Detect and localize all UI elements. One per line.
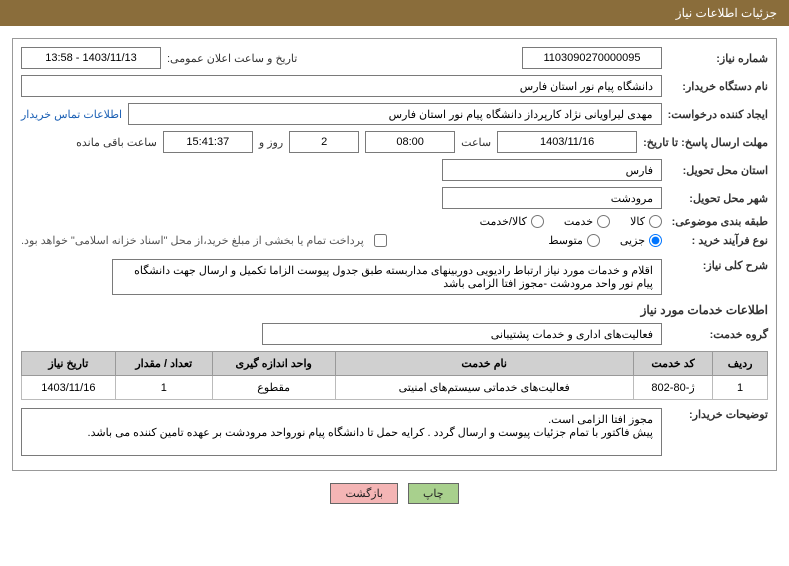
general-desc-field[interactable]	[112, 259, 662, 295]
payment-checkbox[interactable]	[374, 234, 387, 247]
category-label: طبقه بندی موضوعی:	[668, 215, 768, 228]
process-type-label: نوع فرآیند خرید :	[668, 234, 768, 247]
announce-date-label: تاریخ و ساعت اعلان عمومی:	[167, 52, 297, 65]
service-group-label: گروه خدمت:	[668, 328, 768, 341]
radio-partial-input[interactable]	[649, 234, 662, 247]
radio-both[interactable]: کالا/خدمت	[480, 215, 544, 228]
th-name: نام خدمت	[335, 352, 633, 376]
radio-goods-input[interactable]	[649, 215, 662, 228]
cell-unit: مقطوع	[212, 376, 335, 400]
province-label: استان محل تحویل:	[668, 164, 768, 177]
contact-info-link[interactable]: اطلاعات تماس خریدار	[21, 108, 122, 121]
radio-both-input[interactable]	[531, 215, 544, 228]
buyer-org-label: نام دستگاه خریدار:	[668, 80, 768, 93]
announce-date-field[interactable]	[21, 47, 161, 69]
th-code: کد خدمت	[633, 352, 712, 376]
service-info-title: اطلاعات خدمات مورد نیاز	[21, 303, 768, 317]
need-number-label: شماره نیاز:	[668, 52, 768, 65]
requester-label: ایجاد کننده درخواست:	[668, 108, 768, 121]
deadline-label: مهلت ارسال پاسخ: تا تاریخ:	[643, 136, 768, 149]
need-number-field[interactable]	[522, 47, 662, 69]
cell-date: 1403/11/16	[22, 376, 116, 400]
radio-partial[interactable]: جزیی	[620, 234, 662, 247]
radio-medium[interactable]: متوسط	[548, 234, 600, 247]
cell-qty: 1	[115, 376, 212, 400]
th-qty: تعداد / مقدار	[115, 352, 212, 376]
payment-note: پرداخت تمام یا بخشی از مبلغ خرید،از محل …	[21, 234, 364, 247]
print-button[interactable]: چاپ	[408, 483, 459, 504]
requester-field[interactable]	[128, 103, 662, 125]
radio-service[interactable]: خدمت	[564, 215, 610, 228]
main-form-container: شماره نیاز: تاریخ و ساعت اعلان عمومی: نا…	[12, 38, 777, 471]
cell-code: ژ-80-802	[633, 376, 712, 400]
radio-service-input[interactable]	[597, 215, 610, 228]
radio-service-label: خدمت	[564, 215, 593, 228]
days-remain-field[interactable]	[289, 131, 359, 153]
th-date: تاریخ نیاز	[22, 352, 116, 376]
hours-remain-field[interactable]	[163, 131, 253, 153]
time-label: ساعت	[461, 136, 491, 149]
services-table: ردیف کد خدمت نام خدمت واحد اندازه گیری ت…	[21, 351, 768, 400]
service-group-field[interactable]	[262, 323, 662, 345]
back-button[interactable]: بازگشت	[330, 483, 398, 504]
radio-medium-label: متوسط	[548, 234, 583, 247]
city-field[interactable]	[442, 187, 662, 209]
hours-label: ساعت باقی مانده	[76, 136, 157, 149]
radio-both-label: کالا/خدمت	[480, 215, 527, 228]
deadline-time-field[interactable]	[365, 131, 455, 153]
buyer-notes-label: توضیحات خریدار:	[668, 408, 768, 421]
cell-row: 1	[713, 376, 768, 400]
table-row: 1 ژ-80-802 فعالیت‌های خدماتی سیستم‌های ا…	[22, 376, 768, 400]
cell-name: فعالیت‌های خدماتی سیستم‌های امنیتی	[335, 376, 633, 400]
deadline-date-field[interactable]	[497, 131, 637, 153]
days-label: روز و	[259, 136, 283, 149]
radio-goods-label: کالا	[630, 215, 645, 228]
page-header: جزئیات اطلاعات نیاز	[0, 0, 789, 26]
city-label: شهر محل تحویل:	[668, 192, 768, 205]
radio-partial-label: جزیی	[620, 234, 645, 247]
th-unit: واحد اندازه گیری	[212, 352, 335, 376]
buyer-org-field[interactable]	[21, 75, 662, 97]
radio-medium-input[interactable]	[587, 234, 600, 247]
page-title: جزئیات اطلاعات نیاز	[676, 6, 777, 20]
province-field[interactable]	[442, 159, 662, 181]
buyer-notes-field[interactable]	[21, 408, 662, 456]
general-desc-label: شرح کلی نیاز:	[668, 259, 768, 272]
radio-goods[interactable]: کالا	[630, 215, 662, 228]
th-row: ردیف	[713, 352, 768, 376]
